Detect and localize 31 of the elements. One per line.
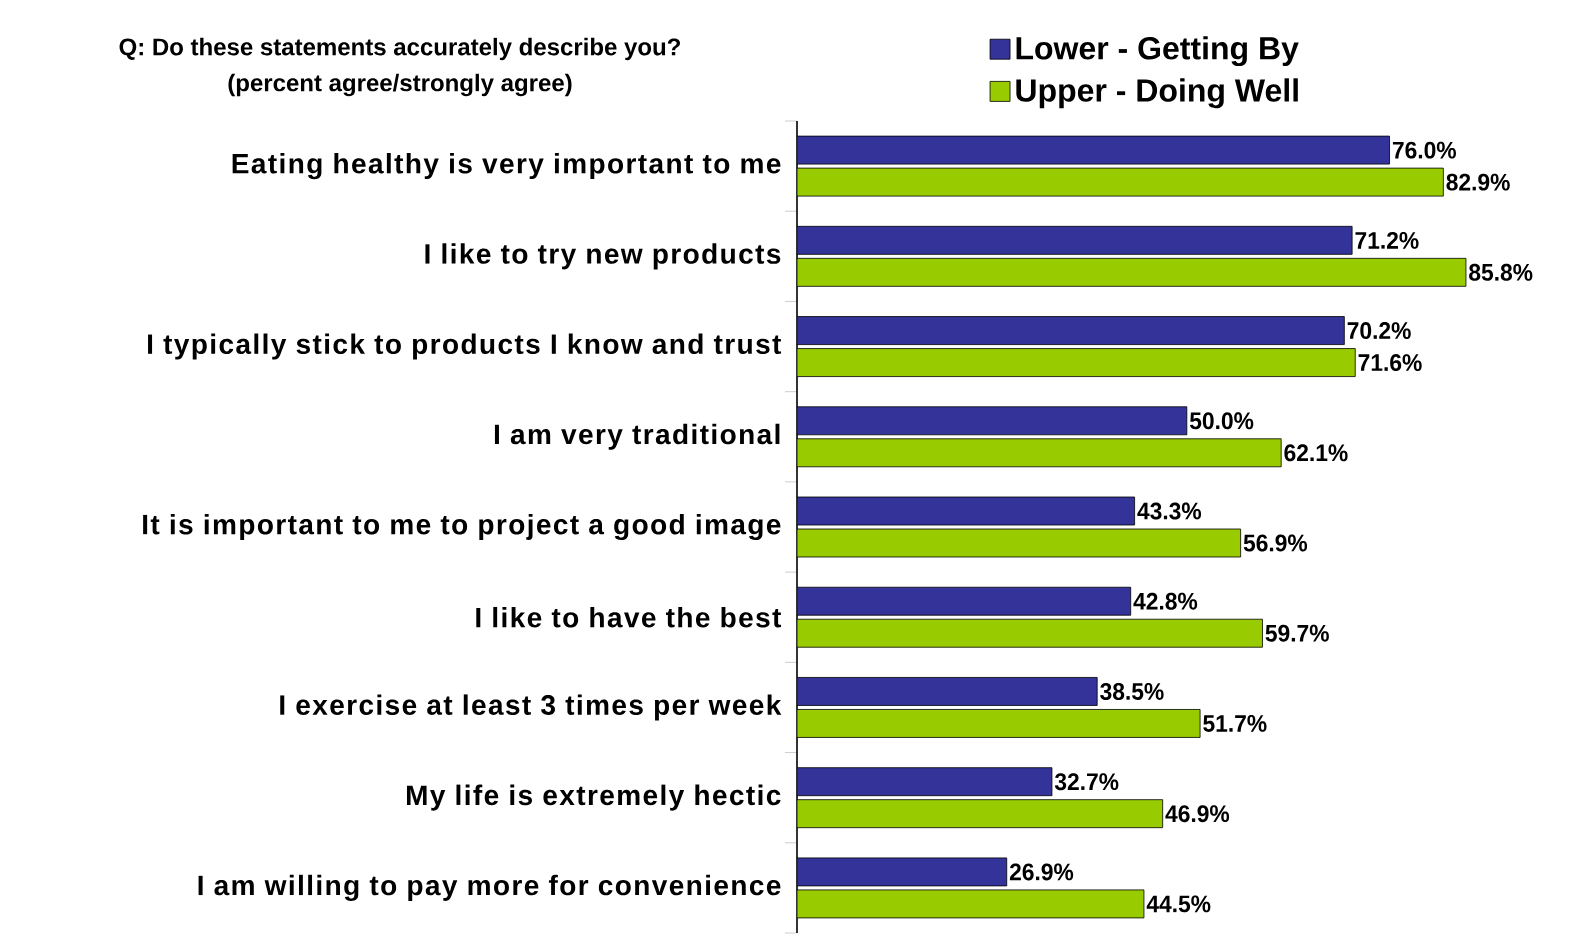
data-label: 44.5% [1146, 895, 1211, 913]
data-label: 59.7% [1265, 624, 1329, 642]
data-label: 71.6% [1358, 354, 1422, 372]
data-label: 51.7% [1203, 715, 1267, 732]
data-label: 82.9% [1446, 173, 1510, 191]
data-label: 38.5% [1100, 683, 1164, 701]
data-label: 26.9% [1009, 863, 1074, 881]
data-label: 76.0% [1392, 141, 1456, 159]
y-tick-label: I like to have the best [476, 607, 782, 628]
legend-label: Upper - Doing Well [1016, 78, 1298, 109]
data-label: 43.3% [1137, 502, 1202, 520]
data-label: 50.0% [1189, 412, 1254, 430]
y-tick-label: I like to try new products [425, 243, 781, 270]
data-label: 42.8% [1133, 592, 1198, 610]
y-tick-label: I exercise at least 3 times per week [280, 694, 782, 721]
data-label: 85.8% [1469, 263, 1533, 281]
legend-label: Lower - Getting By [1016, 36, 1299, 67]
y-tick-label: My life is extremely hectic [406, 784, 781, 811]
data-label: 71.2% [1355, 231, 1419, 249]
y-tick-label: I typically stick to products I know and trust [148, 333, 782, 360]
data-label: 70.2% [1347, 322, 1411, 340]
y-tick-label: It is important to me to project a good image [143, 513, 781, 541]
data-label: 32.7% [1054, 773, 1119, 791]
y-tick-label: I am willing to pay more for convenience [198, 874, 781, 902]
text: Q: Do these statements accurately describe you? [119, 37, 680, 61]
y-tick-label: Eating healthy is very important to me [232, 153, 781, 180]
data-label: 46.9% [1165, 805, 1230, 823]
data-label: 62.1% [1284, 444, 1348, 462]
data-label: 56.9% [1243, 534, 1308, 552]
y-tick-label: I am very traditional [494, 423, 780, 450]
text: (percent agree/strongly agree) [228, 73, 572, 97]
